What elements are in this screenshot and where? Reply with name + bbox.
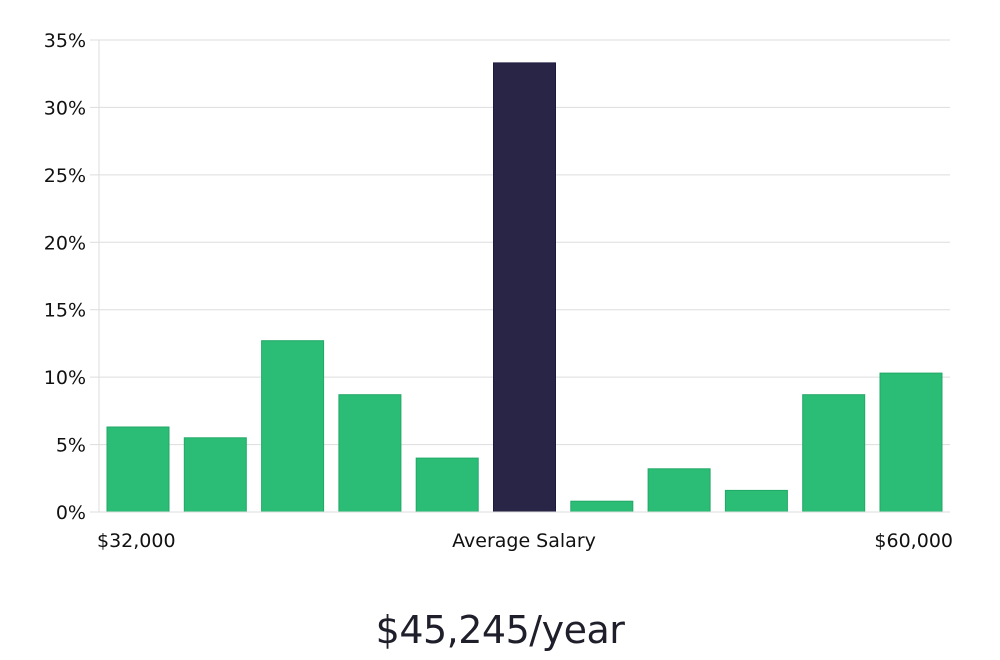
x-label-left: $32,000 [97, 530, 176, 552]
bar [415, 457, 479, 513]
x-label-right: $60,000 [874, 530, 953, 552]
y-tick-label: 25% [44, 165, 86, 187]
bar [261, 340, 325, 513]
y-tick-label: 15% [44, 300, 86, 322]
bar [724, 489, 788, 513]
bar [338, 394, 402, 513]
y-tick-label: 0% [56, 502, 86, 524]
y-tick-label: 10% [44, 367, 86, 389]
bar [183, 437, 247, 513]
bars-layer [106, 62, 943, 513]
y-tick-label: 30% [44, 97, 86, 119]
y-tick-label: 35% [44, 30, 86, 52]
axis-layer: 0% 5% 10% 15% 20% 25% 30% 35% [44, 30, 950, 524]
y-tick-label: 20% [44, 232, 86, 254]
bar [647, 468, 711, 513]
average-salary-headline: $45,245/year [375, 608, 625, 652]
bar [879, 372, 943, 513]
bar [570, 500, 634, 513]
x-label-center: Average Salary [452, 530, 596, 552]
bar [106, 426, 170, 513]
bar-average-salary [493, 62, 556, 513]
bar [802, 394, 866, 513]
chart-svg: 0% 5% 10% 15% 20% 25% 30% 35% $32,000 Average S… [44, 30, 953, 552]
y-tick-label: 5% [56, 435, 86, 457]
